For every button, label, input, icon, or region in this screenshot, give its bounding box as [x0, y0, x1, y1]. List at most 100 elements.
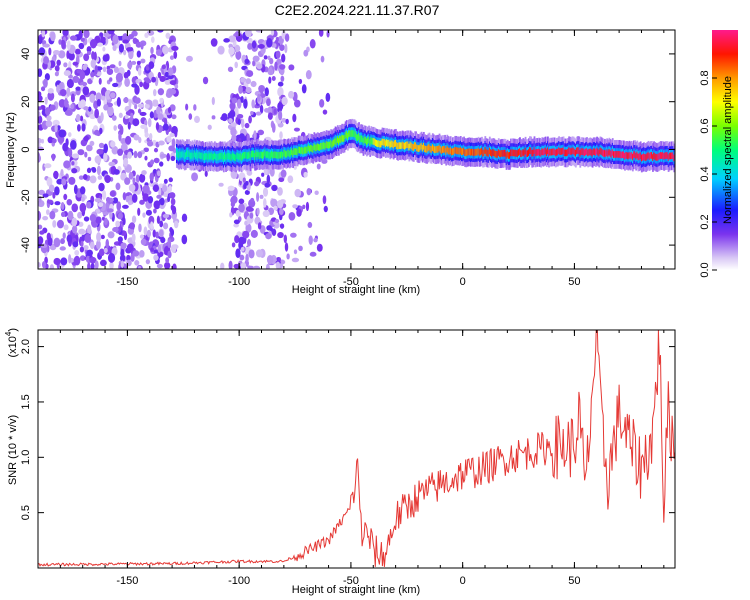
heatmap-noise-cell [273, 205, 278, 211]
heatmap-noise-cell [89, 93, 96, 103]
heatmap-ridge-cell [612, 151, 615, 158]
heatmap-noise-cell [244, 189, 250, 195]
heatmap-ridge-cell [595, 149, 597, 156]
heatmap-ridge-cell [520, 150, 522, 157]
heatmap-ridge-cell [614, 151, 616, 158]
heatmap-ridge-cell [393, 140, 396, 148]
heatmap-ridge-cell [493, 149, 496, 157]
heatmap-ridge-cell [602, 150, 605, 157]
heatmap-noise-cell [230, 195, 238, 204]
heatmap-noise-cell [240, 262, 247, 269]
bottom-xtick-label: 0 [460, 575, 466, 587]
heatmap-noise-cell [165, 257, 170, 264]
heatmap-noise-cell [248, 115, 252, 124]
top-ytick-label: 40 [20, 48, 32, 60]
heatmap-noise-cell [265, 263, 270, 269]
heatmap-noise-cell [66, 78, 74, 89]
heatmap-noise-cell [70, 93, 75, 103]
heatmap-noise-cell [188, 113, 193, 120]
heatmap-noise-cell [227, 185, 235, 191]
heatmap-ridge-cell [191, 151, 194, 159]
heatmap-noise-cell [134, 104, 138, 110]
heatmap-ridge-cell [383, 138, 386, 146]
heatmap-noise-cell [140, 124, 147, 129]
heatmap-noise-cell [126, 243, 134, 252]
heatmap-noise-cell [293, 249, 298, 255]
heatmap-ridge-cell [349, 130, 351, 137]
heatmap-ridge-cell [405, 142, 407, 149]
heatmap-noise-cell [47, 91, 55, 101]
heatmap-noise-cell [80, 240, 84, 247]
heatmap-noise-cell [75, 113, 81, 122]
heatmap-noise-cell [221, 113, 228, 122]
heatmap-ridge-cell [232, 153, 235, 161]
heatmap-noise-cell [211, 96, 215, 106]
heatmap-noise-cell [71, 203, 79, 213]
heatmap-ridge-cell [187, 150, 189, 158]
heatmap-noise-cell [261, 172, 265, 177]
heatmap-ridge-cell [346, 132, 349, 140]
heatmap-noise-cell [94, 197, 102, 203]
heatmap-noise-cell [207, 124, 212, 130]
heatmap-ridge-cell [541, 148, 544, 155]
heatmap-noise-cell [149, 111, 154, 119]
heatmap-noise-cell [160, 237, 166, 244]
heatmap-noise-cell [153, 147, 159, 153]
heatmap-noise-cell [78, 228, 86, 235]
heatmap-noise-cell [75, 86, 81, 91]
heatmap-noise-cell [230, 127, 237, 137]
heatmap-ridge-cell [237, 152, 240, 160]
heatmap-ridge-cell [425, 145, 427, 153]
heatmap-ridge-cell [624, 152, 626, 160]
heatmap-noise-cell [38, 68, 43, 77]
heatmap-noise-cell [263, 55, 268, 60]
heatmap-noise-cell [250, 197, 255, 203]
heatmap-noise-cell [227, 66, 234, 73]
heatmap-noise-cell [79, 246, 85, 253]
heatmap-noise-cell [52, 192, 56, 199]
heatmap-ridge-cell [599, 147, 602, 155]
heatmap-noise-cell [38, 210, 42, 221]
heatmap-ridge-cell [445, 147, 448, 155]
heatmap-noise-cell [234, 235, 240, 244]
heatmap-ridge-cell [289, 149, 292, 157]
heatmap-noise-cell [90, 262, 95, 269]
heatmap-noise-cell [148, 61, 155, 69]
heatmap-ridge-cell [200, 152, 203, 160]
heatmap-ridge-cell [262, 152, 264, 159]
heatmap-ridge-cell [552, 148, 555, 156]
heatmap-ridge-cell [387, 140, 389, 147]
heatmap-noise-cell [303, 171, 308, 178]
heatmap-noise-cell [52, 119, 60, 127]
heatmap-ridge-cell [192, 152, 195, 160]
heatmap-noise-cell [109, 92, 116, 99]
heatmap-noise-cell [101, 189, 107, 200]
heatmap-ridge-cell [502, 150, 505, 157]
heatmap-noise-cell [262, 187, 269, 197]
heatmap-ridge-cell [416, 144, 419, 152]
heatmap-noise-cell [265, 233, 272, 240]
top-xtick-label: -100 [228, 276, 250, 288]
top-axis-ticks: -150 -100 -50 0 50 -40 -20 0 20 40 [20, 30, 675, 288]
heatmap-noise-cell [277, 186, 283, 196]
heatmap-ridge-cell [384, 140, 387, 148]
heatmap-noise-cell [94, 64, 98, 75]
heatmap-noise-cell [235, 50, 242, 60]
heatmap-noise-cell [96, 165, 101, 176]
heatmap-noise-cell [95, 92, 102, 102]
heatmap-noise-cell [314, 190, 319, 196]
heatmap-noise-cell [234, 61, 239, 69]
heatmap-ridge-cell [362, 138, 365, 145]
heatmap-noise-cell [86, 167, 92, 174]
heatmap-noise-cell [204, 170, 208, 177]
heatmap-noise-cell [233, 223, 240, 228]
heatmap-ridge-cell [249, 153, 252, 161]
heatmap-noise-cell [269, 57, 274, 65]
heatmap-ridge-cell [551, 148, 554, 156]
heatmap-noise-cell [123, 72, 129, 79]
heatmap-noise-cell [78, 42, 85, 50]
heatmap-noise-cell [146, 30, 155, 36]
heatmap-noise-cell [244, 220, 248, 226]
heatmap-noise-cell [103, 143, 108, 154]
heatmap-noise-cell [171, 114, 177, 120]
